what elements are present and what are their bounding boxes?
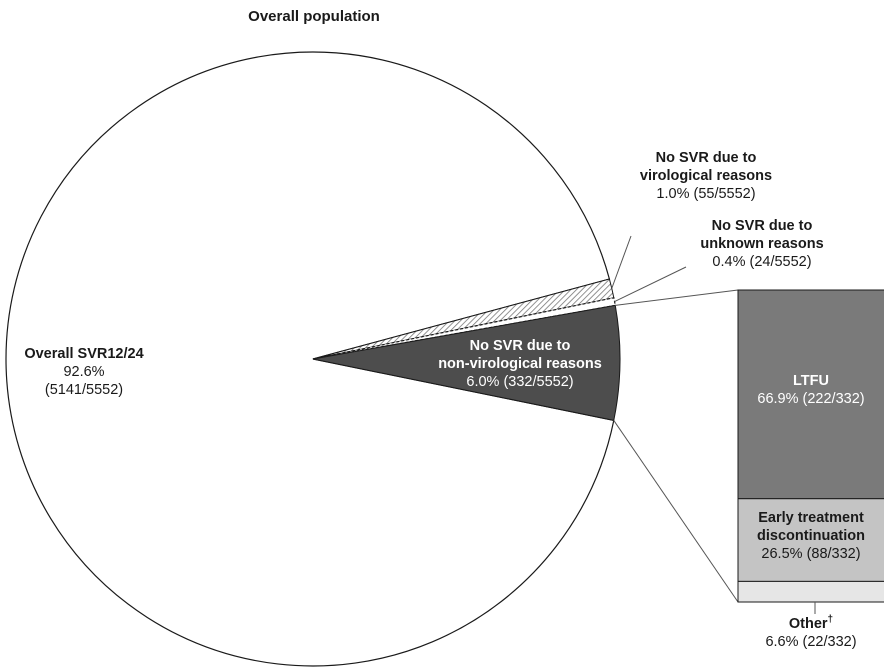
slice-label-virological-line1: No SVR due to — [656, 150, 757, 166]
slice-value-svr-count: (5141/5552) — [45, 382, 123, 398]
segment-label-ltfu: LTFU — [793, 373, 829, 389]
slice-value-unknown: 0.4% (24/5552) — [712, 254, 811, 270]
slice-label-svr: Overall SVR12/24 — [24, 346, 143, 362]
segment-value-other: 6.6% (22/332) — [765, 634, 856, 650]
segment-label-other-text: Other — [789, 616, 828, 632]
slice-value-virological: 1.0% (55/5552) — [656, 186, 755, 202]
slice-label-unknown-line2: unknown reasons — [700, 236, 823, 252]
segment-label-other: Other† — [789, 614, 833, 632]
segment-value-early: 26.5% (88/332) — [761, 546, 860, 562]
slice-label-nonvirological-line1: No SVR due to — [470, 338, 571, 354]
segment-label-early-line1: Early treatment — [758, 510, 864, 526]
segment-label-early-line2: discontinuation — [757, 528, 865, 544]
segment-value-ltfu: 66.9% (222/332) — [757, 391, 864, 407]
segment-other — [738, 581, 884, 602]
chart-title: Overall population — [248, 8, 380, 25]
slice-value-svr-percent: 92.6% — [63, 364, 104, 380]
leader-unknown — [615, 267, 686, 302]
slice-label-virological-line2: virological reasons — [640, 168, 772, 184]
connector-bottom — [614, 420, 738, 602]
leader-lines — [612, 236, 738, 602]
slice-value-nonvirological: 6.0% (332/5552) — [466, 374, 573, 390]
breakdown-bar — [738, 290, 884, 614]
leader-virological — [612, 236, 631, 288]
segment-label-other-dagger: † — [828, 614, 834, 625]
slice-label-nonvirological-line2: non-virological reasons — [438, 356, 602, 372]
slice-label-unknown-line1: No SVR due to — [712, 218, 813, 234]
